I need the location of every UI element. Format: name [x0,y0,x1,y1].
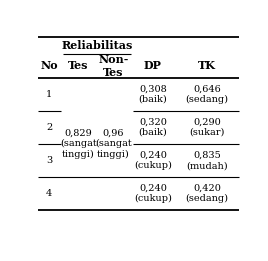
Text: Reliabilitas: Reliabilitas [61,40,133,51]
Text: 0,835
(mudah): 0,835 (mudah) [186,151,228,170]
Text: 0,829
(sangat
tinggi): 0,829 (sangat tinggi) [60,129,96,159]
Text: 0,646
(sedang): 0,646 (sedang) [185,84,228,104]
Text: 0,240
(cukup): 0,240 (cukup) [134,151,172,170]
Text: 1: 1 [46,90,52,99]
Text: TK: TK [198,61,216,72]
Text: 2: 2 [46,123,52,132]
Text: DP: DP [144,61,162,72]
Text: 4: 4 [46,189,52,198]
Text: 3: 3 [46,156,52,165]
Text: 0,308
(baik): 0,308 (baik) [139,84,167,104]
Text: Non-
Tes: Non- Tes [98,54,129,78]
Text: 0,420
(sedang): 0,420 (sedang) [185,184,228,203]
Text: No: No [40,61,58,72]
Text: Tes: Tes [68,61,88,72]
Text: 0,96
(sangat
tinggi): 0,96 (sangat tinggi) [95,129,132,159]
Text: 0,290
(sukar): 0,290 (sukar) [189,118,225,137]
Text: 0,320
(baik): 0,320 (baik) [139,118,167,137]
Text: 0,240
(cukup): 0,240 (cukup) [134,184,172,203]
